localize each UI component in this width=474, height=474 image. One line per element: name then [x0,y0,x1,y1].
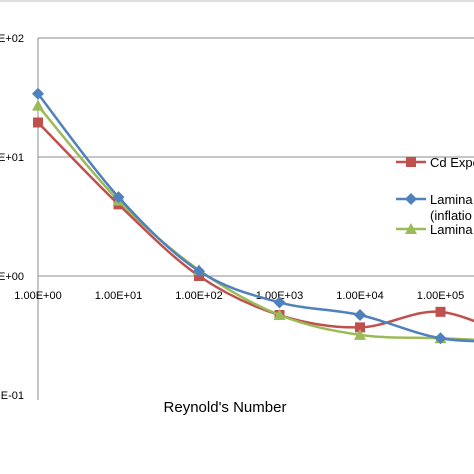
data-point-2-3 [273,309,286,321]
y-tick-label: E+01 [0,152,24,164]
data-point-0-0 [33,117,43,128]
legend-marker-2 [405,223,417,234]
legend-marker-1 [405,193,417,205]
grid-lines [38,37,474,277]
series-1 [32,87,474,345]
data-point-1-4 [354,309,366,322]
legend-label-1-line2: (inflatio [430,208,472,223]
data-point-2-4 [354,328,366,340]
y-tick-label: E-01 [1,390,24,402]
data-point-0-5 [435,306,446,317]
y-tick-label: E+00 [0,271,24,283]
data-point-1-3 [273,296,286,309]
data-point-1-1 [112,191,125,204]
x-axis-title: Reynold's Number [164,399,287,416]
data-point-0-4 [355,322,365,333]
legend-label-0: Cd Expe [430,155,474,170]
x-tick-label: 1.00E+05 [417,290,464,302]
legend-label-2: Lamina [430,222,473,237]
y-tick-label: E+02 [0,33,24,45]
series-2 [32,99,474,344]
data-point-1-2 [193,265,205,278]
x-tick-label: 1.00E+04 [336,290,383,302]
x-tick-label: 1.00E+00 [14,290,61,302]
legend-label-1: Lamina [430,192,473,207]
x-tick-label: 1.00E+02 [175,290,222,302]
data-point-2-0 [32,99,44,111]
legend-marker-0 [406,157,416,167]
data-point-1-5 [434,332,447,345]
x-tick-label: 1.00E+01 [95,290,142,302]
data-point-1-0 [32,87,44,100]
series-group [32,87,474,345]
y-tick-labels: E+02 E+01 E+00 E-01 [0,33,24,402]
